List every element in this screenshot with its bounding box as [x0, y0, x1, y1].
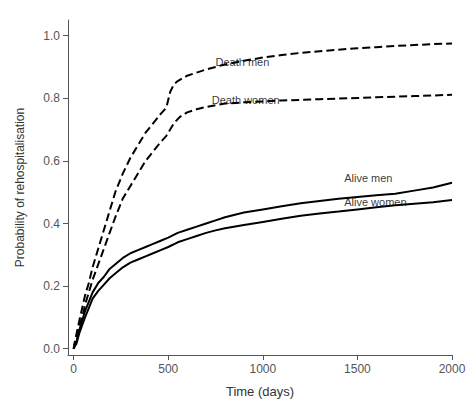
- svg-text:0.6: 0.6: [43, 154, 60, 168]
- svg-text:Alive men: Alive men: [344, 172, 392, 184]
- svg-text:1500: 1500: [344, 362, 371, 376]
- svg-text:0.0: 0.0: [43, 342, 60, 356]
- svg-text:0.4: 0.4: [43, 217, 60, 231]
- svg-text:Death women: Death women: [211, 93, 280, 106]
- svg-text:0: 0: [70, 362, 77, 376]
- svg-text:2000: 2000: [439, 362, 466, 376]
- svg-text:1.0: 1.0: [43, 29, 60, 43]
- svg-text:Alive women: Alive women: [344, 196, 407, 209]
- svg-text:Time (days): Time (days): [226, 384, 294, 399]
- svg-text:1000: 1000: [249, 362, 276, 376]
- svg-text:Death men: Death men: [215, 56, 270, 69]
- svg-text:0.2: 0.2: [43, 279, 60, 293]
- svg-text:Probability of rehospitalisati: Probability of rehospitalisation: [13, 108, 27, 267]
- svg-text:500: 500: [158, 362, 178, 376]
- svg-text:0.8: 0.8: [43, 91, 60, 105]
